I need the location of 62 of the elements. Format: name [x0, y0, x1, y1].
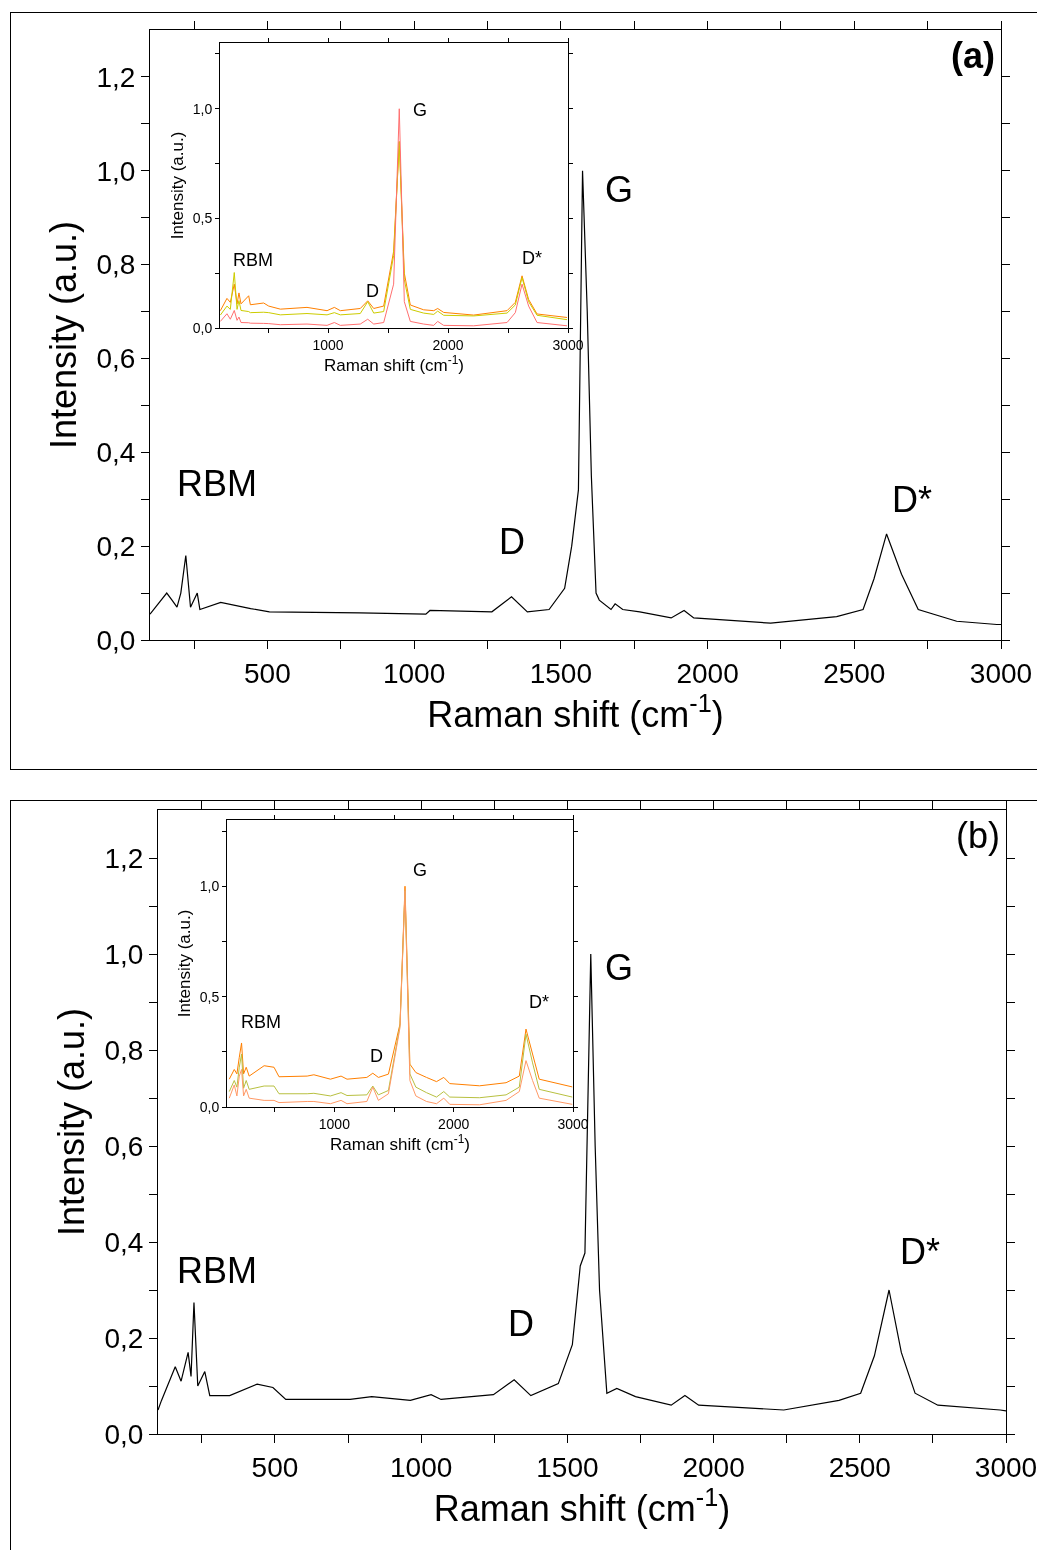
annotation: D [366, 281, 379, 301]
y-axis-title: Intensity (a.u.) [50, 1007, 92, 1237]
annotation: G [605, 947, 634, 988]
x-tick-label: 2000 [432, 336, 464, 353]
y-tick-label: 0,2 [96, 530, 136, 562]
annotation: D* [892, 479, 933, 520]
y-tick-label: 0,8 [104, 1034, 144, 1066]
annotation: D [508, 1303, 534, 1344]
y-tick-label: 1,0 [96, 155, 136, 187]
annotation: RBM [177, 463, 257, 504]
y-tick-label: 0,6 [104, 1130, 144, 1162]
y-tick-label: 0,0 [192, 319, 213, 336]
x-axis-title: Raman shift (cm$^{-1}$) [330, 1131, 470, 1154]
x-tick-label: 2500 [828, 1451, 891, 1483]
x-tick-label: 1000 [312, 336, 344, 353]
annotation: G [605, 169, 634, 210]
x-tick-label: 2000 [682, 1451, 745, 1483]
annotation: D [499, 521, 525, 562]
annotation: D [370, 1046, 383, 1066]
y-tick-label: 1,2 [104, 842, 144, 874]
y-tick-label: 0,4 [96, 437, 136, 469]
y-tick-label: 0,0 [199, 1098, 220, 1115]
y-tick-label: 0,4 [104, 1226, 144, 1258]
x-tick-label: 2000 [438, 1115, 470, 1132]
y-tick-label: 0,0 [104, 1418, 144, 1450]
y-axis-title: Intensity (a.u.) [175, 909, 195, 1018]
x-axis-title: Raman shift (cm$^{-1}$) [324, 352, 464, 375]
y-axis-title: Intensity (a.u.) [168, 131, 188, 240]
y-tick-label: 0,5 [192, 210, 213, 227]
x-tick-label: 1000 [382, 657, 446, 689]
annotation: RBM [233, 250, 273, 270]
y-tick-label: 0,2 [104, 1322, 144, 1354]
annotation: D* [529, 992, 550, 1012]
x-axis-title: Raman shift (cm$^{-1}$) [427, 688, 724, 735]
x-tick-label: 1500 [529, 657, 592, 689]
y-tick-label: 0,0 [96, 624, 136, 656]
y-tick-label: 0,8 [96, 249, 136, 281]
annotation: G [413, 100, 428, 120]
chart-title: (b) [956, 815, 1000, 856]
annotation: D* [522, 248, 543, 268]
annotation: RBM [241, 1012, 281, 1032]
y-tick-label: 0,5 [199, 988, 220, 1005]
x-tick-label: 1500 [536, 1451, 599, 1483]
x-tick-label: 2500 [823, 657, 886, 689]
chart-title: (a) [951, 35, 995, 76]
annotation: RBM [177, 1250, 257, 1291]
y-axis-title: Intensity (a.u.) [42, 220, 84, 450]
x-axis-title: Raman shift (cm$^{-1}$) [433, 1482, 731, 1529]
x-tick-label: 500 [244, 657, 291, 689]
y-tick-label: 1,2 [96, 61, 136, 93]
x-tick-label: 1000 [390, 1451, 453, 1483]
y-tick-label: 1,0 [199, 878, 220, 895]
x-tick-label: 3000 [969, 657, 1033, 689]
y-tick-label: 0,6 [96, 343, 136, 375]
x-tick-label: 1000 [318, 1115, 351, 1132]
y-tick-label: 1,0 [192, 100, 213, 117]
annotation: D* [900, 1231, 941, 1272]
x-tick-label: 2000 [676, 657, 739, 689]
y-tick-label: 1,0 [104, 938, 144, 970]
x-tick-label: 500 [251, 1451, 299, 1483]
annotation: G [413, 860, 428, 880]
x-tick-label: 3000 [974, 1451, 1037, 1483]
